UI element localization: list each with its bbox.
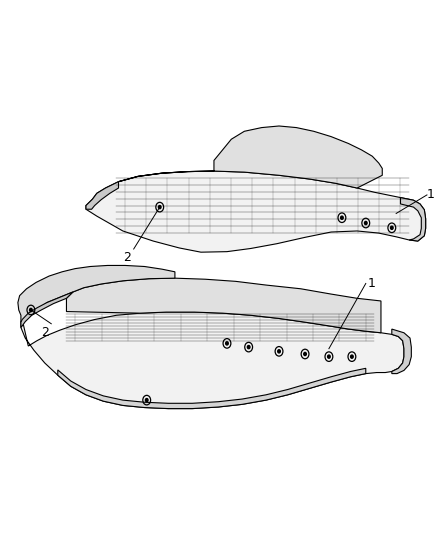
Polygon shape (392, 329, 411, 374)
Circle shape (304, 352, 306, 356)
Circle shape (159, 206, 161, 209)
Polygon shape (67, 278, 381, 333)
Circle shape (364, 221, 367, 224)
Polygon shape (18, 265, 175, 322)
Polygon shape (86, 182, 119, 209)
Circle shape (391, 226, 393, 229)
Polygon shape (58, 368, 366, 409)
Polygon shape (119, 126, 382, 188)
Text: 2: 2 (123, 251, 131, 264)
Text: 1: 1 (427, 189, 435, 201)
Text: 2: 2 (41, 326, 49, 339)
Circle shape (278, 350, 280, 353)
Polygon shape (21, 312, 404, 409)
Polygon shape (21, 292, 73, 327)
Polygon shape (400, 198, 426, 241)
Circle shape (328, 355, 330, 358)
Circle shape (247, 345, 250, 349)
Text: 1: 1 (368, 277, 376, 290)
Polygon shape (86, 171, 426, 252)
Circle shape (226, 342, 228, 345)
Circle shape (341, 216, 343, 219)
Circle shape (30, 309, 32, 312)
Circle shape (350, 355, 353, 358)
Circle shape (145, 399, 148, 402)
